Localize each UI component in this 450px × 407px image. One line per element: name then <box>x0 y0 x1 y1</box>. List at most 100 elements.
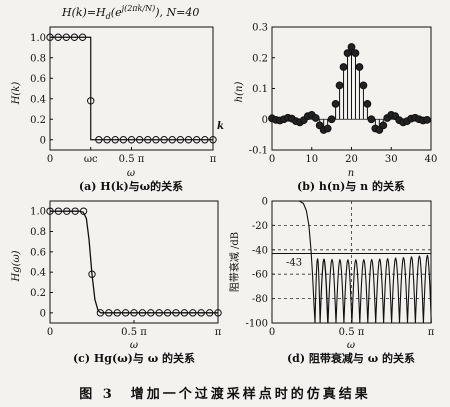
panel-a-ideal-response-line <box>50 36 213 141</box>
panel-d-ytick-label: -100 <box>246 319 268 330</box>
panel-b-stem-head <box>351 49 360 58</box>
panel-a-frame <box>49 26 214 151</box>
panel-d-ylabel: 阻带衰减 /dB <box>228 232 241 292</box>
panel-c-sample-point <box>96 309 105 317</box>
panel-a-sample-point <box>152 136 160 144</box>
panel-c-sample-point <box>189 309 197 317</box>
panel-a-sample-point <box>168 136 176 144</box>
panel-c-ytick-label: 0.8 <box>30 227 46 238</box>
panel-b-stem-head <box>423 115 431 124</box>
panel-a-ytick-label: 1.0 <box>30 33 46 44</box>
panel-d-xtick-label: π <box>428 327 435 338</box>
panel-b-xtick-label: 20 <box>345 154 358 165</box>
panel-c-caption: (c) Hg(ω)与 ω 的关系 <box>73 351 195 365</box>
panel-b-stem-head <box>327 115 336 124</box>
panel-b-xlabel: n <box>348 168 354 179</box>
panel-c-ytick-label: 1.0 <box>30 207 46 218</box>
panel-a-xtick-label: 0.5 π <box>119 154 145 165</box>
panel-a-sample-point <box>127 136 136 144</box>
panel-c-sample-point <box>155 309 163 317</box>
panel-c: 0 0.5 π π 0 0.2 0.4 0.6 0.8 1.0 Hg(ω) ω (c) Hg(ω… <box>11 200 222 365</box>
panel-b-ylabel: h(n) <box>234 82 245 103</box>
panel-a-sample-point <box>176 136 185 144</box>
panel-b-stem-head <box>339 63 348 71</box>
panel-a-sample-point <box>119 136 128 144</box>
panel-b-stem-head <box>347 43 356 51</box>
panel-a-sample-point <box>184 136 193 144</box>
panel-b-stem-head <box>379 121 388 130</box>
panel-a-ytick-label: 0.8 <box>30 53 46 64</box>
panel-b: 0 10 20 30 40-0.100.10.20.3 h(n) n (b) h(n)与… <box>234 23 437 194</box>
panel-c-sample-point <box>197 309 205 317</box>
panel-d-ytick-label: 0 <box>262 197 268 208</box>
panel-c-sample-point <box>71 207 79 215</box>
panel-c-sample-point <box>46 207 54 215</box>
panel-c-ylabel: Hg(ω) <box>11 250 22 282</box>
panel-a-caption: (a) H(k)与ω的关系 <box>79 179 183 193</box>
panel-b-xtick-label: 0 <box>269 154 275 165</box>
panel-d-ytick-label: -80 <box>252 294 268 305</box>
panel-a-corner-label: k <box>217 121 224 132</box>
panel-c-xtick-label: 0 <box>47 327 53 338</box>
panel-b-ytick-label: 0 <box>262 115 268 126</box>
panel-d-ytick-label: -20 <box>252 221 268 232</box>
panel-b-xtick-label: 40 <box>425 154 438 165</box>
panel-b-stem-head <box>359 81 368 90</box>
panel-b-stem-head <box>343 49 352 58</box>
panel-c-response-curve <box>50 210 218 314</box>
panel-a-sample-point <box>78 33 87 41</box>
panel-c-sample-point <box>54 207 63 215</box>
panel-c-ytick-label: 0.2 <box>30 288 46 299</box>
panel-b-xtick-label: 10 <box>305 154 318 165</box>
panel-c-sample-point <box>205 309 214 317</box>
panel-a-ytick-label: 0 <box>40 135 46 146</box>
panel-a-sample-point <box>87 97 95 105</box>
panel-c-sample-point <box>138 309 147 317</box>
panel-c-sample-point <box>79 207 88 215</box>
panel-a-xtick-label: π <box>210 154 217 165</box>
panel-c-sample-point <box>105 309 113 317</box>
panel-d: 0 0.5 π π 0 -20 -40 -60 -80 -100 -43 阻带衰减 /dB ω (… <box>228 197 435 366</box>
panel-b-stem-head <box>323 124 332 133</box>
panel-b-stem-head <box>363 99 372 108</box>
panel-b-ytick-label: 0.3 <box>252 23 268 34</box>
panel-c-sample-point <box>88 270 96 278</box>
panel-d-xlabel: ω <box>347 340 355 351</box>
panel-a-sample-point <box>201 136 209 144</box>
panel-b-ytick-label: -0.1 <box>249 146 268 157</box>
panel-a-sample-point <box>95 136 103 144</box>
panel-b-ytick-label: 0.1 <box>252 84 268 95</box>
figure-caption: 图 3 增加一个过渡采样点时的仿真结果 <box>79 386 371 402</box>
panel-d-xtick-label: 0.5 π <box>339 327 365 338</box>
panel-c-xtick-label: π <box>215 327 222 338</box>
panel-b-stem-head <box>331 99 340 108</box>
panel-d-annotation: -43 <box>286 257 302 268</box>
panel-a-ytick-label: 0.2 <box>30 115 46 126</box>
panel-a-xtick-label: ωc <box>84 154 98 165</box>
panel-b-stem-head <box>311 114 320 122</box>
panel-a-ytick-label: 0.4 <box>30 94 46 105</box>
panel-c-sample-point <box>147 309 155 317</box>
panel-b-xtick-label: 30 <box>385 154 398 165</box>
panel-d-ytick-label: -40 <box>252 245 268 256</box>
panel-a-sample-point <box>135 136 144 144</box>
panel-c-xlabel: ω <box>130 340 138 351</box>
panel-c-ytick-label: 0 <box>40 308 46 319</box>
panel-a-sample-point <box>54 33 62 41</box>
panel-d-caption: (d) 阻带衰减与 ω 的关系 <box>287 351 415 365</box>
panel-c-ytick-label: 0.4 <box>30 268 46 279</box>
panel-a-sample-point <box>46 33 54 41</box>
panel-a-sample-point <box>111 136 119 144</box>
panel-b-caption: (b) h(n)与 n 的关系 <box>297 179 405 193</box>
panel-a-ytick-label: 0.6 <box>30 74 46 85</box>
panel-c-ytick-label: 0.6 <box>30 247 46 258</box>
panel-c-sample-point <box>172 309 180 317</box>
panel-c-sample-point <box>63 207 71 215</box>
panel-a-xtick-label: 0 <box>47 154 53 165</box>
panel-c-sample-point <box>214 309 222 317</box>
panel-a-sample-point <box>192 136 201 144</box>
panel-a-sample-point <box>70 33 79 41</box>
panel-a-ylabel: H(k) <box>11 82 22 106</box>
panel-a-sample-point <box>160 136 168 144</box>
panel-b-stem-head <box>367 115 376 124</box>
